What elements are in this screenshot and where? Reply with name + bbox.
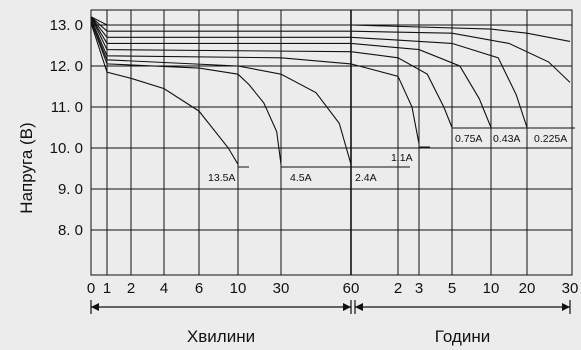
curve-0_225A (90, 16, 528, 128)
x-tick-label: 10 (483, 280, 500, 297)
y-axis-ticks: 13. 0 12. 0 11. 0 10. 0 9. 0 8. 0 (50, 17, 83, 239)
segment-arrow-left (91, 303, 99, 311)
curve-2_4A (90, 20, 352, 165)
y-tick-label: 11. 0 (51, 99, 83, 116)
segment-arrow-right (343, 303, 351, 311)
curve-0_75A (90, 16, 453, 128)
segment-label: Години (435, 327, 490, 346)
segment-hours: Години (354, 300, 571, 346)
y-tick-label: 13. 0 (50, 17, 83, 34)
x-tick-label: 0 (87, 280, 95, 297)
x-tick-label: 30 (562, 280, 579, 297)
label-13_5A: 13.5A (208, 164, 249, 184)
curve-0_43A (90, 16, 492, 128)
x-tick-label: 5 (448, 280, 456, 297)
time-segments: Хвилини Години (90, 300, 571, 346)
plot-frame (90, 9, 573, 276)
curve-label: 0.225A (534, 133, 567, 145)
x-tick-label: 20 (519, 280, 536, 297)
x-tick-label: 2 (127, 280, 135, 297)
curve-label: 1.1A (391, 152, 413, 164)
label-0_43A: 0.43A (490, 127, 530, 145)
label-0_75A: 0.75A (451, 127, 492, 145)
x-tick-label: 60 (343, 280, 360, 297)
discharge-curves (90, 16, 571, 165)
x-tick-label: 30 (273, 280, 290, 297)
x-tick-label: 3 (415, 280, 423, 297)
y-tick-label: 12. 0 (50, 58, 83, 75)
curve-label: 13.5A (208, 172, 235, 184)
x-tick-label: 4 (160, 280, 168, 297)
curve-label: 2.4A (355, 172, 377, 184)
y-axis-title: Напруга (В) (17, 122, 36, 213)
y-tick-label: 9. 0 (58, 181, 83, 198)
curve-4_5A (90, 20, 282, 165)
curve-label: 0.75A (455, 133, 482, 145)
segment-arrow-left (355, 303, 363, 311)
label-1_1A: 1.1A (391, 143, 430, 164)
label-4_5A: 4.5A (280, 164, 353, 184)
label-2_4A: 2.4A (350, 164, 410, 184)
x-tick-label: 2 (394, 280, 402, 297)
curve-nolabel-7 (90, 16, 571, 83)
segment-arrow-right (562, 303, 570, 311)
x-axis-ticks: 0 1 2 4 6 10 30 60 2 3 5 10 20 30 (87, 280, 579, 297)
x-tick-label: 10 (230, 280, 247, 297)
y-tick-label: 10. 0 (50, 140, 83, 157)
x-tick-label: 1 (103, 280, 111, 297)
label-0_225A: 0.225A (526, 127, 575, 145)
y-tick-label: 8. 0 (58, 222, 83, 239)
curve-nolabel-8 (90, 16, 571, 42)
curve-label: 4.5A (290, 172, 312, 184)
current-labels: 13.5A 4.5A 2.4A 1.1A 0.75A 0.43A 0.225A (208, 127, 575, 184)
curve-13_5A (90, 22, 239, 165)
segment-label: Хвилини (187, 327, 255, 346)
segment-minutes: Хвилини (90, 300, 352, 346)
curve-label: 0.43A (493, 133, 520, 145)
x-tick-label: 6 (195, 280, 203, 297)
curve-1_1A (90, 18, 420, 145)
